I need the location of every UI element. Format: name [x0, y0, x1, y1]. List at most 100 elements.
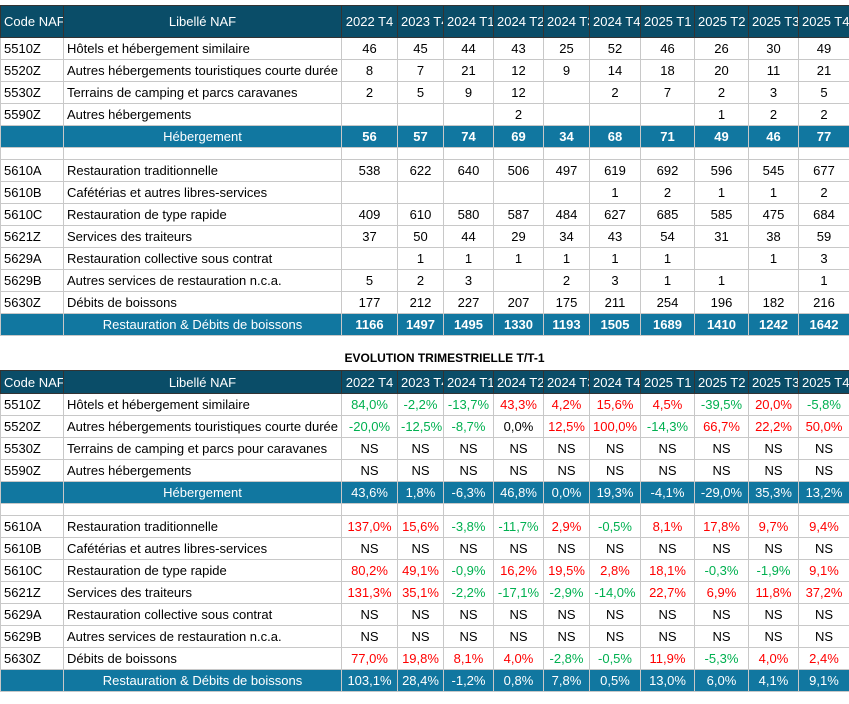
value-cell: 7: [397, 59, 444, 82]
value-cell: 1: [493, 247, 544, 270]
value-cell: 216: [798, 291, 849, 314]
value-cell: -0,5%: [589, 515, 641, 538]
value-cell: NS: [640, 537, 695, 560]
value-cell: 1: [443, 247, 494, 270]
empty-cell: [63, 503, 342, 516]
value-cell: 2: [640, 181, 695, 204]
table-row: 5629B Autres services de restauration n.c…: [0, 625, 849, 648]
table-row: 5629A Restauration collective sous contra…: [0, 603, 849, 626]
subtotal-value: 6,0%: [694, 669, 749, 692]
subtotal-value: 34: [543, 125, 590, 148]
subtotal-value: 13,2%: [798, 481, 849, 504]
naf-label: Restauration traditionnelle: [63, 159, 342, 182]
subtotal-value: 1166: [341, 313, 398, 336]
naf-code: 5621Z: [0, 225, 64, 248]
value-cell: 43: [589, 225, 641, 248]
empty-cell: [798, 503, 849, 516]
header-period: 2024 T1: [443, 370, 494, 394]
empty-cell: [0, 669, 64, 692]
value-cell: NS: [798, 603, 849, 626]
subtotal-value: 46: [748, 125, 799, 148]
value-cell: -8,7%: [443, 415, 494, 438]
value-cell: 35,1%: [397, 581, 444, 604]
value-cell: 1: [748, 181, 799, 204]
value-cell: -39,5%: [694, 393, 749, 416]
value-cell: 34: [543, 225, 590, 248]
subtotal-value: 71: [640, 125, 695, 148]
value-cell: 1: [694, 269, 749, 292]
value-cell: 2: [341, 81, 398, 104]
subtotal-row: Restauration & Débits de boissons 1166 149…: [0, 313, 849, 336]
subtotal-value: 28,4%: [397, 669, 444, 692]
value-cell: 19,8%: [397, 647, 444, 670]
naf-code: 5629A: [0, 247, 64, 270]
empty-cell: [0, 503, 64, 516]
value-cell: 14: [589, 59, 641, 82]
empty-cell: [748, 147, 799, 160]
value-cell: 12: [493, 81, 544, 104]
naf-code: 5629A: [0, 603, 64, 626]
value-cell: 37,2%: [798, 581, 849, 604]
value-cell: [341, 181, 398, 204]
value-cell: 49,1%: [397, 559, 444, 582]
subtotal-value: -1,2%: [443, 669, 494, 692]
value-cell: 50: [397, 225, 444, 248]
subtotal-value: 1642: [798, 313, 849, 336]
naf-code: 5530Z: [0, 81, 64, 104]
empty-cell: [543, 147, 590, 160]
header-period: 2025 T3: [748, 5, 799, 38]
header-period: 2025 T3: [748, 370, 799, 394]
empty-cell: [798, 147, 849, 160]
table-row: 5610B Cafétérias et autres libres-service…: [0, 181, 849, 204]
value-cell: [589, 103, 641, 126]
table-row: 5630Z Débits de boissons 77,0% 19,8% 8,1% 4,0…: [0, 647, 849, 670]
subtotal-value: 68: [589, 125, 641, 148]
value-cell: 16,2%: [493, 559, 544, 582]
naf-label: Autres hébergements touristiques courte …: [63, 59, 342, 82]
value-cell: -0,9%: [443, 559, 494, 582]
value-cell: NS: [543, 537, 590, 560]
table-row: 5610A Restauration traditionnelle 538 622 64…: [0, 159, 849, 182]
value-cell: NS: [397, 437, 444, 460]
value-cell: NS: [397, 459, 444, 482]
value-cell: 25: [543, 37, 590, 60]
value-cell: 44: [443, 37, 494, 60]
value-cell: 677: [798, 159, 849, 182]
subtotal-label: Restauration & Débits de boissons: [63, 313, 342, 336]
subtotal-value: 19,3%: [589, 481, 641, 504]
value-cell: NS: [589, 625, 641, 648]
value-cell: [748, 269, 799, 292]
value-cell: 37: [341, 225, 398, 248]
value-cell: -5,8%: [798, 393, 849, 416]
value-cell: 3: [443, 269, 494, 292]
table-row: 5510Z Hôtels et hébergement similaire 46 45…: [0, 37, 849, 60]
value-cell: 0,0%: [493, 415, 544, 438]
naf-code: 5610A: [0, 515, 64, 538]
value-cell: 77,0%: [341, 647, 398, 670]
table-row: 5510Z Hôtels et hébergement similaire 84,0…: [0, 393, 849, 416]
value-cell: NS: [341, 603, 398, 626]
value-cell: NS: [694, 625, 749, 648]
value-cell: NS: [341, 537, 398, 560]
empty-cell: [543, 503, 590, 516]
subtotal-value: 1242: [748, 313, 799, 336]
subtotal-value: 56: [341, 125, 398, 148]
value-cell: -0,3%: [694, 559, 749, 582]
header-period: 2024 T4: [589, 370, 641, 394]
naf-label: Restauration traditionnelle: [63, 515, 342, 538]
value-cell: [640, 103, 695, 126]
value-cell: -2,8%: [543, 647, 590, 670]
value-cell: NS: [341, 437, 398, 460]
value-cell: 17,8%: [694, 515, 749, 538]
value-cell: NS: [543, 459, 590, 482]
value-cell: NS: [748, 459, 799, 482]
value-cell: NS: [493, 537, 544, 560]
value-cell: 2: [397, 269, 444, 292]
naf-code: 5590Z: [0, 459, 64, 482]
value-cell: 409: [341, 203, 398, 226]
value-cell: 80,2%: [341, 559, 398, 582]
value-cell: 7: [640, 81, 695, 104]
subtotal-value: 1330: [493, 313, 544, 336]
table-row: 5629B Autres services de restauration n.c…: [0, 269, 849, 292]
naf-code: 5520Z: [0, 415, 64, 438]
